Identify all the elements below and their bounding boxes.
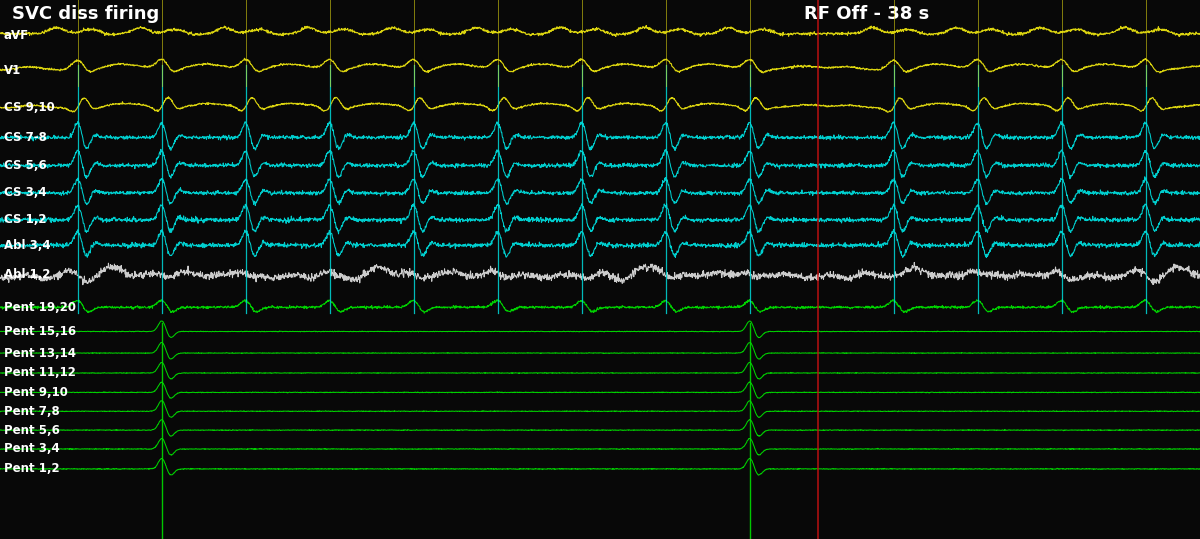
Text: CS 1,2: CS 1,2	[4, 213, 46, 226]
Text: Abl 1,2: Abl 1,2	[4, 268, 50, 281]
Text: CS 7-8: CS 7-8	[4, 131, 47, 144]
Text: CS 3,4: CS 3,4	[4, 186, 47, 199]
Text: CS 5,6: CS 5,6	[4, 159, 47, 172]
Text: SVC diss firing: SVC diss firing	[12, 5, 160, 23]
Text: Pent 3,4: Pent 3,4	[4, 443, 59, 455]
Text: Pent 1,2: Pent 1,2	[4, 462, 59, 475]
Text: CS 9,10: CS 9,10	[4, 101, 54, 114]
Text: Pent 5,6: Pent 5,6	[4, 424, 60, 437]
Text: Pent 7,8: Pent 7,8	[4, 405, 59, 418]
Text: Pent 13,14: Pent 13,14	[4, 347, 76, 360]
Text: V1: V1	[4, 64, 20, 77]
Text: RF Off - 38 s: RF Off - 38 s	[804, 5, 929, 23]
Text: Pent 9,10: Pent 9,10	[4, 386, 67, 399]
Text: Pent 11,12: Pent 11,12	[4, 367, 76, 379]
Text: Abl 3,4: Abl 3,4	[4, 239, 50, 252]
Text: aVF: aVF	[4, 29, 29, 42]
Text: Pent 19,20: Pent 19,20	[4, 301, 76, 314]
Text: Pent 15,16: Pent 15,16	[4, 325, 76, 338]
